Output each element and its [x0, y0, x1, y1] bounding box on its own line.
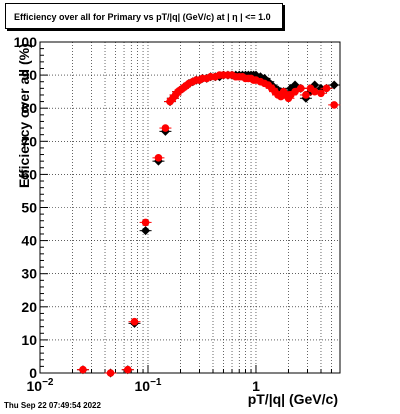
- y-tick-labels: 0 10 20 30 40 50 60 70 80 90 100: [14, 34, 38, 381]
- y-tick-label: 20: [21, 299, 37, 315]
- data-point: [121, 365, 134, 374]
- chart-title: Efficiency over all for Primary vs pT/|q…: [5, 3, 283, 29]
- data-point: [328, 101, 341, 109]
- point-marker: [141, 218, 150, 227]
- x-tick-label: 10−2: [27, 377, 54, 394]
- data-point: [152, 154, 165, 162]
- x-tick-labels: 10−2 10−1 1: [27, 377, 261, 394]
- point-marker: [154, 154, 163, 162]
- y-tick-label: 10: [21, 332, 37, 348]
- point-marker: [329, 80, 339, 90]
- data-point: [299, 91, 312, 99]
- y-tick-label: 40: [21, 233, 37, 249]
- y-tick-label: 80: [21, 100, 37, 116]
- point-marker: [322, 84, 331, 93]
- point-marker: [291, 87, 299, 96]
- data-point: [139, 218, 152, 227]
- data-point: [76, 365, 89, 374]
- point-marker: [296, 84, 305, 93]
- y-tick-label: 50: [21, 200, 37, 216]
- data-point: [139, 226, 152, 236]
- x-axis-label: pT/|q| (GeV/c): [247, 391, 338, 407]
- axis-ticks: [39, 41, 341, 374]
- y-axis-label: Efficiency over all (%): [16, 43, 32, 188]
- y-tick-label: 70: [21, 133, 37, 149]
- y-tick-label: 0: [29, 365, 37, 381]
- point-marker: [141, 226, 151, 236]
- y-tick-label: 30: [21, 266, 37, 282]
- y-tick-label: 60: [21, 166, 37, 182]
- point-marker: [130, 317, 139, 326]
- point-marker: [161, 124, 170, 132]
- data-points: [76, 70, 341, 378]
- y-tick-label: 90: [21, 67, 37, 83]
- point-marker: [79, 365, 87, 374]
- point-marker: [330, 101, 338, 109]
- x-tick-label: 10−1: [134, 377, 161, 394]
- data-point: [128, 317, 141, 326]
- point-marker: [106, 369, 115, 377]
- point-marker: [317, 89, 325, 98]
- data-point: [314, 89, 327, 98]
- data-point: [159, 124, 172, 132]
- y-tick-label: 100: [14, 34, 38, 50]
- point-marker: [302, 91, 310, 99]
- grid-lines: [40, 42, 340, 373]
- x-tick-label: 1: [252, 378, 260, 394]
- data-point: [320, 84, 333, 93]
- point-marker: [123, 365, 132, 374]
- data-point: [104, 369, 117, 377]
- data-point: [328, 80, 341, 90]
- timestamp-footer: Thu Sep 22 07:49:54 2022: [4, 401, 101, 410]
